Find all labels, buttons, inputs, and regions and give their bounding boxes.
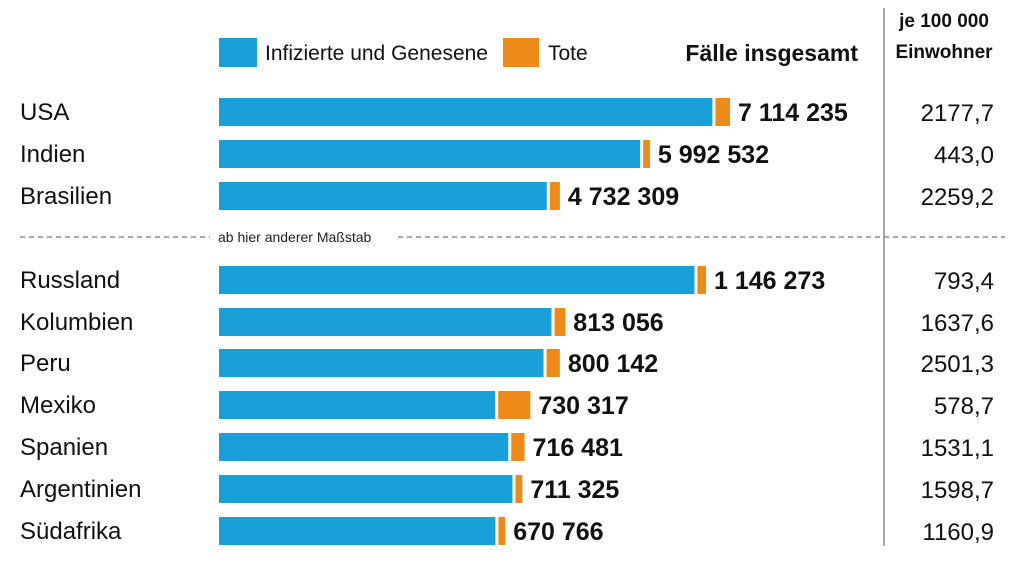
total-label-usa: 7 114 235 bbox=[738, 99, 848, 127]
per-capita-indien: 443,0 bbox=[934, 142, 994, 169]
bar-infected-peru bbox=[219, 349, 544, 377]
legend-label-dead: Tote bbox=[548, 42, 588, 65]
chart-rows: USA 7 114 235 2177,7 Indien 5 992 532 443,0 Br… bbox=[20, 98, 994, 546]
bar-dead-usa bbox=[715, 98, 730, 126]
total-label-spanien: 716 481 bbox=[533, 434, 623, 462]
bar-dead-russland bbox=[697, 266, 706, 294]
bar-infected-argentinien bbox=[219, 475, 513, 503]
bar-infected-südafrika bbox=[219, 517, 496, 545]
category-label-südafrika: Südafrika bbox=[20, 518, 122, 545]
bar-dead-mexiko bbox=[498, 391, 531, 419]
bar-infected-kolumbien bbox=[219, 308, 552, 336]
total-label-peru: 800 142 bbox=[568, 350, 658, 378]
per-capita-südafrika: 1160,9 bbox=[922, 519, 994, 546]
per-capita-peru: 2501,3 bbox=[921, 351, 994, 378]
category-label-mexiko: Mexiko bbox=[20, 392, 96, 419]
bar-dead-südafrika bbox=[498, 517, 506, 545]
total-label-südafrika: 670 766 bbox=[513, 518, 603, 546]
category-label-indien: Indien bbox=[20, 141, 85, 168]
total-label-russland: 1 146 273 bbox=[714, 267, 825, 295]
total-label-brasilien: 4 732 309 bbox=[568, 183, 679, 211]
legend-swatch-dead bbox=[503, 38, 539, 67]
total-label-mexiko: 730 317 bbox=[538, 392, 628, 420]
total-header: Fälle insgesamt bbox=[685, 40, 858, 66]
category-label-kolumbien: Kolumbien bbox=[20, 309, 133, 336]
per-capita-kolumbien: 1637,6 bbox=[921, 310, 994, 337]
bar-infected-indien bbox=[219, 140, 641, 168]
per-capita-mexiko: 578,7 bbox=[934, 393, 994, 420]
per-capita-header-line1: je 100 000 bbox=[898, 11, 989, 32]
bar-infected-brasilien bbox=[219, 182, 547, 210]
bar-dead-argentinien bbox=[515, 475, 523, 503]
bar-dead-spanien bbox=[511, 433, 525, 461]
bar-infected-mexiko bbox=[219, 391, 496, 419]
category-label-usa: USA bbox=[20, 99, 69, 126]
per-capita-russland: 793,4 bbox=[934, 268, 994, 295]
bar-dead-indien bbox=[643, 140, 650, 168]
total-label-kolumbien: 813 056 bbox=[573, 309, 663, 337]
bar-dead-kolumbien bbox=[554, 308, 566, 336]
legend-swatch-infected bbox=[219, 38, 257, 67]
legend-label-infected: Infizierte und Genesene bbox=[265, 42, 488, 65]
category-label-brasilien: Brasilien bbox=[20, 183, 112, 210]
bar-infected-russland bbox=[219, 266, 695, 294]
per-capita-spanien: 1531,1 bbox=[921, 435, 994, 462]
total-label-argentinien: 711 325 bbox=[530, 476, 619, 504]
per-capita-header-line2: Einwohner bbox=[895, 42, 993, 63]
category-label-russland: Russland bbox=[20, 267, 120, 294]
category-label-spanien: Spanien bbox=[20, 434, 108, 461]
per-capita-argentinien: 1598,7 bbox=[921, 477, 994, 504]
scale-note: ab hier anderer Maßstab bbox=[218, 229, 372, 245]
total-label-indien: 5 992 532 bbox=[658, 141, 769, 169]
per-capita-brasilien: 2259,2 bbox=[921, 184, 994, 211]
per-capita-usa: 2177,7 bbox=[921, 100, 994, 127]
category-label-argentinien: Argentinien bbox=[20, 476, 141, 503]
bar-dead-brasilien bbox=[549, 182, 560, 210]
bar-dead-peru bbox=[546, 349, 560, 377]
category-label-peru: Peru bbox=[20, 350, 71, 377]
bar-infected-spanien bbox=[219, 433, 509, 461]
bar-infected-usa bbox=[219, 98, 713, 126]
